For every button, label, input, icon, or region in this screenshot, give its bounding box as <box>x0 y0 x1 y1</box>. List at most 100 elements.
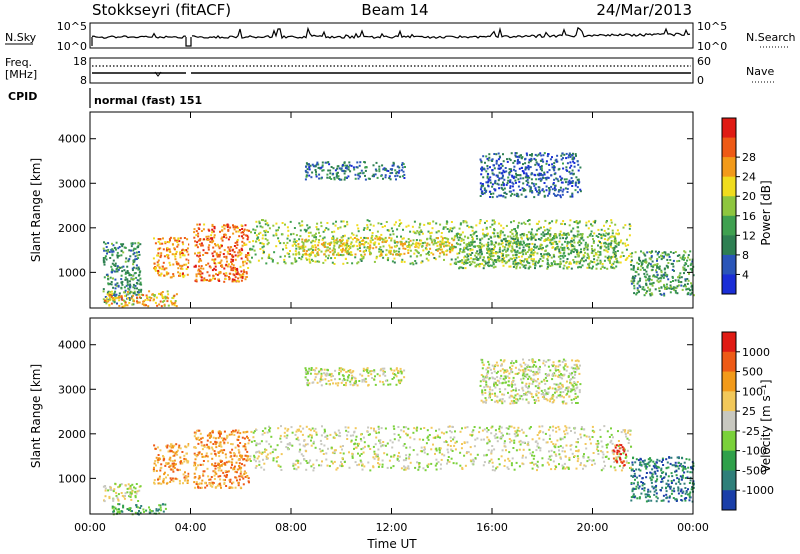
nsky-tick-top: 10^5 <box>57 20 87 33</box>
velocity-colorbar-label-5: -100 <box>742 445 767 458</box>
freq-tick-top: 18 <box>73 55 87 68</box>
power-region-5 <box>291 236 456 257</box>
nave-tick-top: 60 <box>697 55 711 68</box>
nsky-trace <box>91 26 691 47</box>
velocity-colorbar-label-2: 100 <box>742 385 763 398</box>
power-region-7 <box>304 161 406 181</box>
velocity-region-8 <box>630 456 695 503</box>
power-colorbar: 4 8 12 16 20 24 28 <box>721 117 756 295</box>
power-colorbar-segment-0 <box>722 118 736 139</box>
power-y-axis: 1000 2000 3000 4000 <box>58 133 693 279</box>
nsky-tick-bottom: 10^0 <box>57 40 87 53</box>
freq-tick-bottom: 8 <box>80 74 87 87</box>
velocity-colorbar-segment-8 <box>722 490 736 511</box>
time-tick-label-2: 08:00 <box>275 521 307 534</box>
velocity-region-3 <box>193 429 251 490</box>
time-tick-label-5: 20:00 <box>577 521 609 534</box>
time-tick-label-6: 00:00 <box>677 521 709 534</box>
power-colorbar-label-2: 12 <box>742 229 756 242</box>
power-colorbar-segment-2 <box>722 157 736 178</box>
power-ytick-label-0: 1000 <box>58 266 86 279</box>
velocity-colorbar-label: Velocity [m s⁻¹] <box>759 379 773 472</box>
power-x-axis <box>89 112 694 308</box>
nsearch-tick-top: 10^5 <box>697 20 727 33</box>
velocity-colorbar-segment-7 <box>722 470 736 491</box>
time-tick-label-0: 00:00 <box>74 521 106 534</box>
x-axis-label: Time UT <box>366 537 417 551</box>
velocity-colorbar-segment-3 <box>722 391 736 412</box>
velocity-colorbar-label-3: 25 <box>742 405 756 418</box>
power-colorbar-label: Power [dB] <box>759 180 773 245</box>
power-panel: 1000 2000 3000 4000 Slant Range [km] 4 8 12 16… <box>29 111 773 309</box>
power-data-gap <box>189 113 193 307</box>
freq-label: Freq. <box>5 56 32 69</box>
cpid-panel: CPID normal (fast) 151 <box>8 88 202 108</box>
power-colorbar-frame <box>721 117 737 295</box>
power-colorbar-segment-8 <box>722 274 736 295</box>
velocity-region-4 <box>249 425 633 472</box>
nave-label: Nave <box>746 65 774 78</box>
velocity-y-axis: 1000 2000 3000 4000 <box>58 339 693 485</box>
velocity-colorbar-label-1: 500 <box>742 366 763 379</box>
nsearch-label: N.Search <box>746 31 796 44</box>
time-tick-label-1: 04:00 <box>175 521 207 534</box>
power-region-8 <box>479 152 582 199</box>
power-colorbar-label-4: 20 <box>742 190 756 203</box>
beam-title: Beam 14 <box>361 1 428 19</box>
power-colorbar-segment-3 <box>722 176 736 197</box>
power-region-9 <box>630 250 695 297</box>
power-y-label: Slant Range [km] <box>29 158 43 262</box>
velocity-colorbar-frame <box>721 331 737 511</box>
freq-unit-label: [MHz] <box>5 68 37 81</box>
power-colorbar-segment-6 <box>722 235 736 256</box>
velocity-region-0 <box>102 482 142 503</box>
nave-tick-bottom: 0 <box>697 74 704 87</box>
velocity-region-2 <box>152 443 190 485</box>
power-colorbar-segment-4 <box>722 196 736 217</box>
power-data-layer <box>102 113 695 308</box>
velocity-colorbar-label-6: -500 <box>742 464 767 477</box>
freq-trace-blip <box>154 71 162 77</box>
velocity-colorbar-segment-6 <box>722 450 736 471</box>
power-colorbar-label-0: 4 <box>742 268 749 281</box>
power-region-1 <box>102 290 178 308</box>
velocity-colorbar-segment-5 <box>722 430 736 452</box>
power-colorbar-segment-5 <box>722 215 736 236</box>
power-colorbar-segment-7 <box>722 254 736 275</box>
velocity-region-5 <box>304 367 406 387</box>
velocity-ytick-label-3: 4000 <box>58 339 86 352</box>
velocity-ytick-label-2: 3000 <box>58 383 86 396</box>
velocity-y-label: Slant Range [km] <box>29 364 43 468</box>
power-region-2 <box>152 236 190 279</box>
nsearch-tick-bottom: 10^0 <box>697 40 727 53</box>
velocity-data-gap <box>189 319 193 513</box>
power-ytick-label-2: 3000 <box>58 177 86 190</box>
time-tick-label-3: 12:00 <box>376 521 408 534</box>
time-tick-label-4: 16:00 <box>476 521 508 534</box>
velocity-colorbar-segment-4 <box>722 411 736 432</box>
date-title: 24/Mar/2013 <box>596 1 692 19</box>
power-colorbar-label-6: 28 <box>742 151 756 164</box>
nsky-panel: N.Sky 10^5 10^0 10^5 10^0 N.Search <box>5 20 796 53</box>
power-colorbar-segment-1 <box>722 137 736 158</box>
cpid-label: CPID <box>8 90 37 103</box>
power-colorbar-label-5: 24 <box>742 171 756 184</box>
velocity-region-1 <box>111 503 167 516</box>
velocity-colorbar-label-7: -1000 <box>742 484 774 497</box>
velocity-colorbar-segment-0 <box>722 332 736 353</box>
power-colorbar-label-3: 16 <box>742 210 756 223</box>
power-region-3 <box>193 223 251 283</box>
velocity-panel: 1000 2000 3000 4000 00:00 04:00 08:00 12:00 16:… <box>29 317 774 534</box>
velocity-region-7 <box>612 443 627 467</box>
velocity-data-layer <box>102 319 695 516</box>
freq-panel: Freq. [MHz] 18 8 60 0 Nave <box>5 55 775 87</box>
station-title: Stokkseyri (fitACF) <box>92 1 231 19</box>
velocity-colorbar-label-0: 1000 <box>742 346 770 359</box>
velocity-colorbar-label-4: -25 <box>742 425 760 438</box>
cpid-value: normal (fast) 151 <box>94 94 202 107</box>
power-ytick-label-1: 2000 <box>58 222 86 235</box>
power-colorbar-label-1: 8 <box>742 249 749 262</box>
velocity-region-6 <box>479 358 582 405</box>
velocity-plot-frame <box>89 317 694 515</box>
